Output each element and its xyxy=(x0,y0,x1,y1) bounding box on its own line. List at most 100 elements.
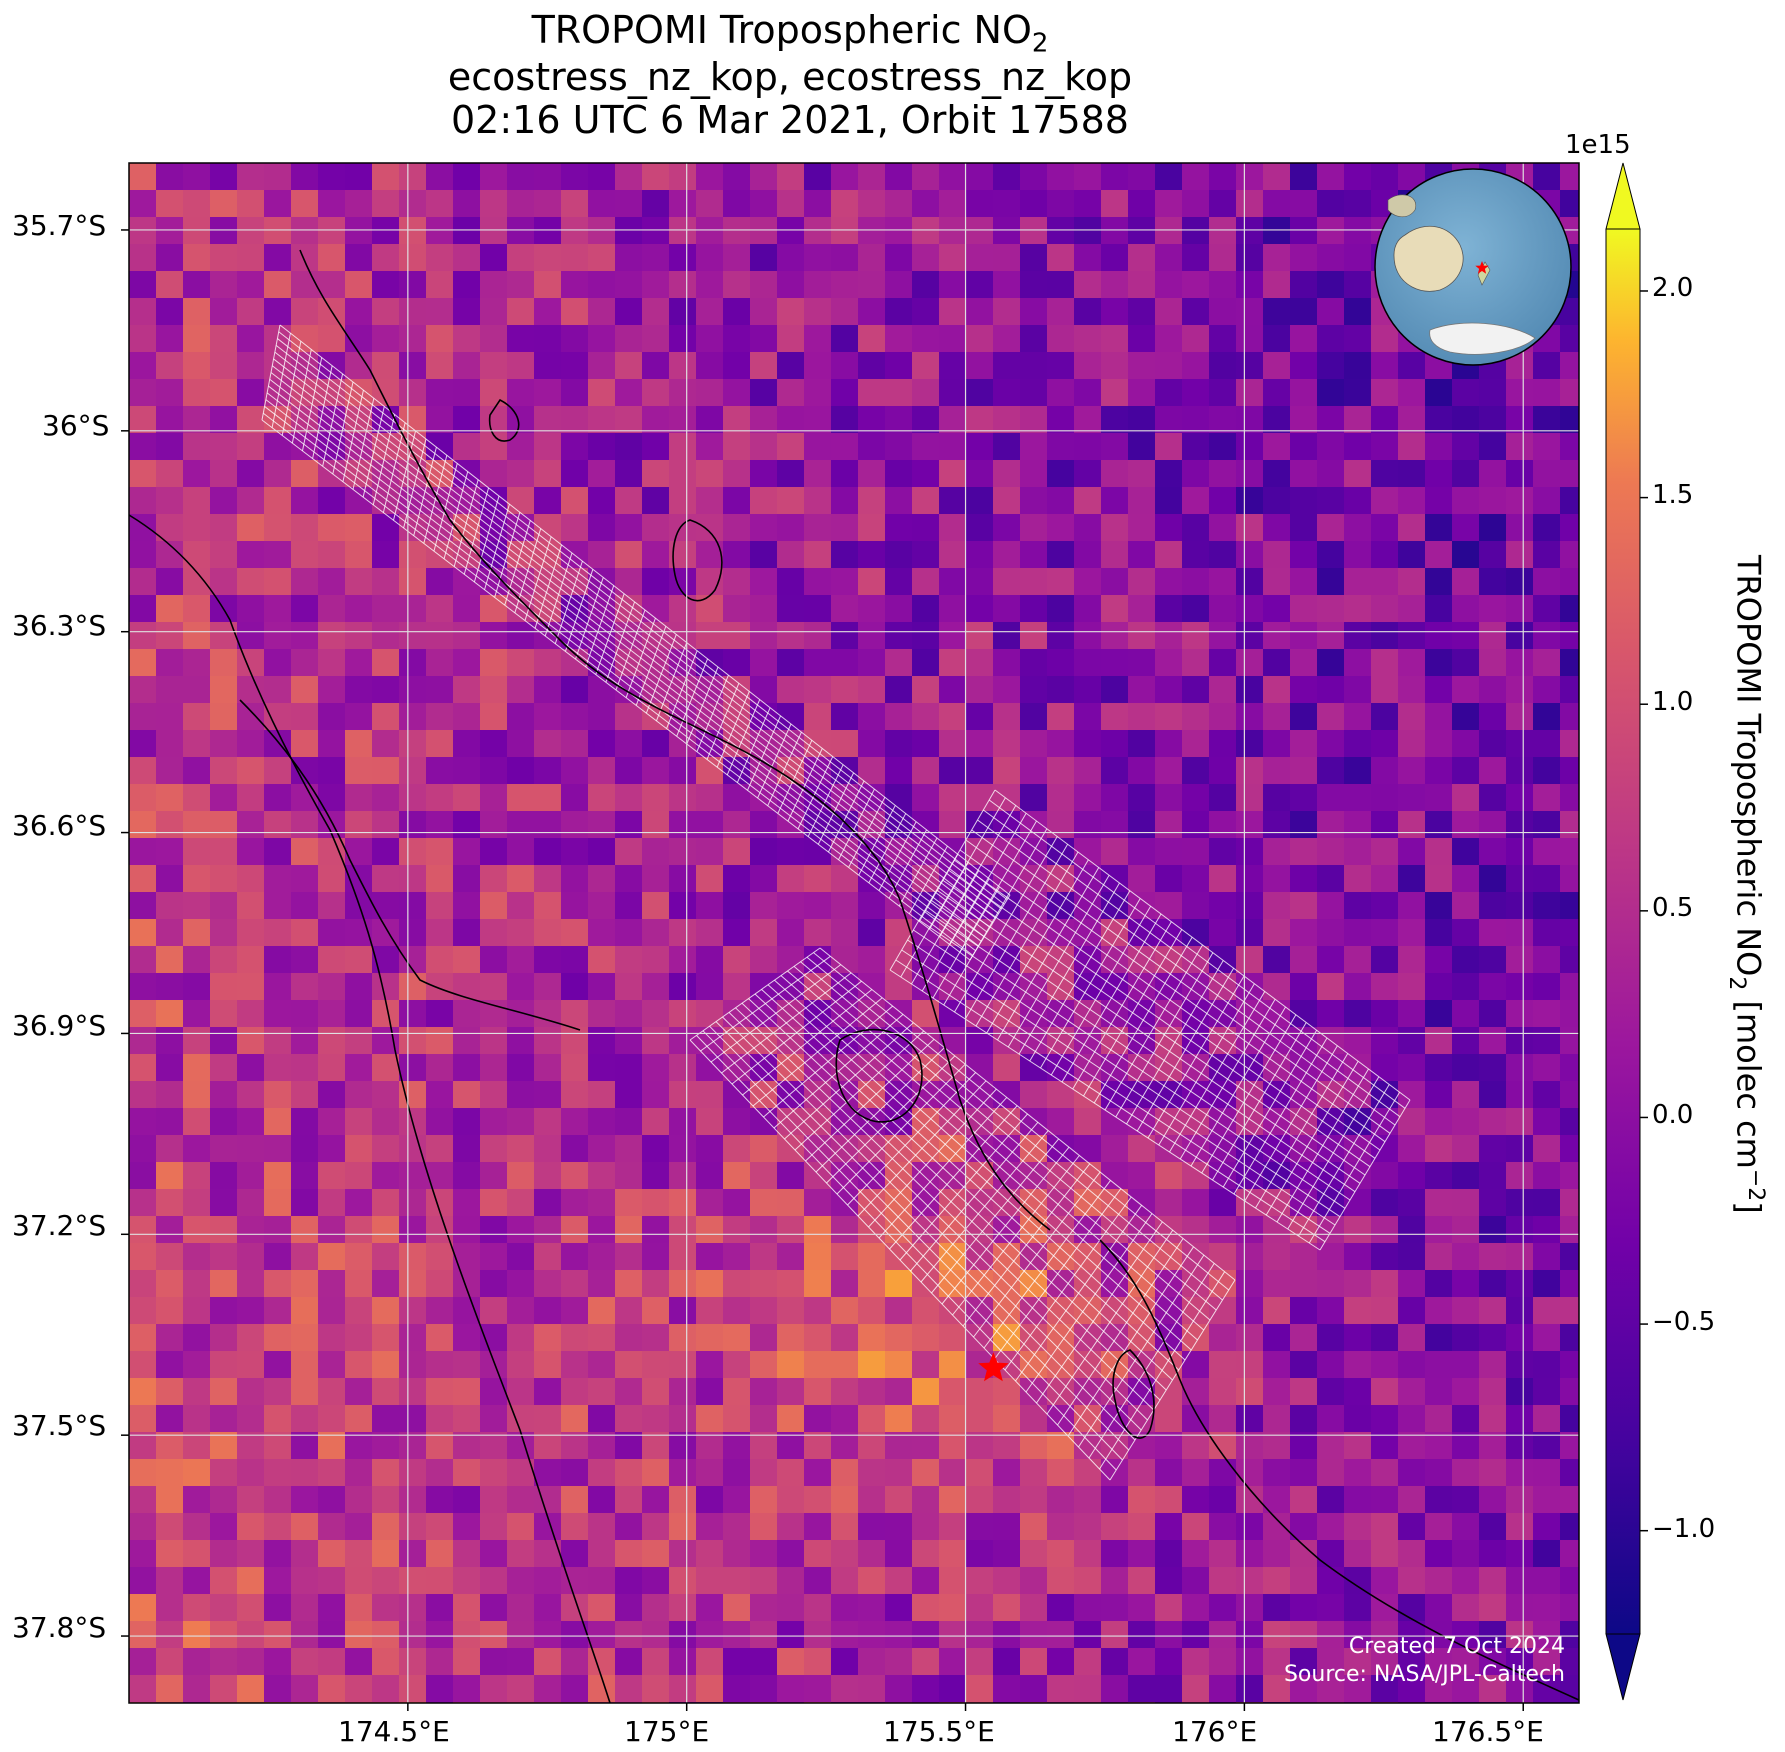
no2-pixel xyxy=(480,1513,508,1541)
no2-pixel xyxy=(318,1135,346,1163)
no2-pixel xyxy=(588,433,616,461)
no2-pixel xyxy=(210,919,238,947)
no2-pixel xyxy=(291,1189,319,1217)
swath-line xyxy=(264,406,977,952)
no2-pixel xyxy=(507,1027,535,1055)
no2-pixel xyxy=(318,1594,346,1622)
no2-pixel xyxy=(1344,487,1372,515)
no2-pixel xyxy=(1209,217,1237,245)
no2-pixel xyxy=(1290,1270,1318,1298)
no2-pixel xyxy=(1317,487,1345,515)
no2-pixel xyxy=(318,1189,346,1217)
no2-pixel xyxy=(129,1405,130,1433)
no2-pixel xyxy=(237,1054,265,1082)
no2-pixel xyxy=(1533,1513,1561,1541)
no2-pixel xyxy=(1317,406,1345,434)
no2-pixel xyxy=(1101,1729,1129,1752)
no2-pixel xyxy=(129,1675,157,1703)
no2-pixel xyxy=(507,757,535,785)
no2-pixel xyxy=(480,1459,508,1487)
no2-pixel xyxy=(1317,1000,1345,1028)
no2-pixel xyxy=(1398,1135,1426,1163)
no2-pixel xyxy=(993,1648,1021,1676)
no2-pixel xyxy=(1506,622,1534,650)
no2-pixel xyxy=(1371,919,1399,947)
no2-pixel xyxy=(1020,1216,1048,1244)
no2-pixel xyxy=(993,784,1021,812)
no2-pixel xyxy=(237,1108,265,1136)
no2-pixel xyxy=(507,838,535,866)
no2-pixel xyxy=(1317,865,1345,893)
no2-pixel xyxy=(534,1621,562,1649)
no2-pixel xyxy=(615,1324,643,1352)
no2-pixel xyxy=(1452,919,1480,947)
swath-line xyxy=(953,859,1376,1159)
no2-pixel xyxy=(129,1351,130,1379)
no2-pixel xyxy=(1344,1594,1372,1622)
no2-pixel xyxy=(1236,1351,1264,1379)
no2-pixel xyxy=(129,730,130,758)
no2-pixel xyxy=(183,1189,211,1217)
no2-pixel xyxy=(399,1324,427,1352)
no2-pixel xyxy=(1344,217,1372,245)
no2-pixel xyxy=(1047,1702,1075,1703)
no2-pixel xyxy=(1263,298,1291,326)
no2-pixel xyxy=(1209,1594,1237,1622)
no2-pixel xyxy=(858,1459,886,1487)
no2-pixel xyxy=(1425,1162,1453,1190)
no2-pixel xyxy=(129,1000,130,1028)
no2-pixel xyxy=(588,973,616,1001)
swath-line xyxy=(270,372,991,928)
no2-pixel xyxy=(804,1324,832,1352)
no2-pixel xyxy=(318,433,346,461)
no2-pixel xyxy=(1128,163,1156,164)
no2-pixel xyxy=(426,1513,454,1541)
no2-pixel xyxy=(453,1081,481,1109)
no2-pixel xyxy=(1344,1378,1372,1406)
no2-pixel xyxy=(237,217,265,245)
no2-pixel xyxy=(1425,460,1453,488)
no2-pixel xyxy=(1074,1513,1102,1541)
no2-pixel xyxy=(561,271,589,299)
no2-pixel xyxy=(1425,1135,1453,1163)
no2-pixel xyxy=(264,1000,292,1028)
no2-pixel xyxy=(372,865,400,893)
no2-pixel xyxy=(561,1648,589,1676)
no2-pixel xyxy=(1452,487,1480,515)
no2-pixel xyxy=(129,541,157,569)
no2-pixel xyxy=(804,1405,832,1433)
no2-pixel xyxy=(561,1729,589,1752)
no2-pixel xyxy=(507,379,535,407)
no2-pixel xyxy=(615,838,643,866)
no2-pixel xyxy=(1344,1270,1372,1298)
no2-pixel xyxy=(1425,1351,1453,1379)
no2-pixel xyxy=(1236,1243,1264,1271)
no2-pixel xyxy=(1425,1486,1453,1514)
no2-pixel xyxy=(1047,811,1075,839)
no2-pixel xyxy=(129,568,157,596)
no2-pixel xyxy=(615,379,643,407)
no2-pixel xyxy=(696,163,724,164)
no2-pixel xyxy=(1101,190,1129,218)
no2-pixel xyxy=(561,244,589,272)
no2-pixel xyxy=(1101,163,1129,164)
no2-pixel xyxy=(1290,379,1318,407)
no2-pixel xyxy=(1020,325,1048,353)
no2-pixel xyxy=(1425,757,1453,785)
no2-pixel xyxy=(1452,1270,1480,1298)
no2-pixel xyxy=(750,1297,778,1325)
no2-pixel xyxy=(453,1729,481,1752)
no2-pixel xyxy=(1371,1513,1399,1541)
no2-pixel xyxy=(1020,1594,1048,1622)
lon-tick-label: 176.5°E xyxy=(1432,1715,1544,1748)
no2-pixel xyxy=(1317,190,1345,218)
no2-pixel xyxy=(750,1189,778,1217)
no2-pixel xyxy=(642,1351,670,1379)
no2-pixel xyxy=(642,1297,670,1325)
no2-pixel xyxy=(804,703,832,731)
no2-pixel xyxy=(642,163,670,191)
no2-pixel xyxy=(1209,1378,1237,1406)
no2-pixel xyxy=(480,892,508,920)
colorbar-label: TROPOMI Tropospheric NO2 [molec cm−2] xyxy=(1723,555,1768,1214)
no2-pixel xyxy=(1047,1432,1075,1460)
